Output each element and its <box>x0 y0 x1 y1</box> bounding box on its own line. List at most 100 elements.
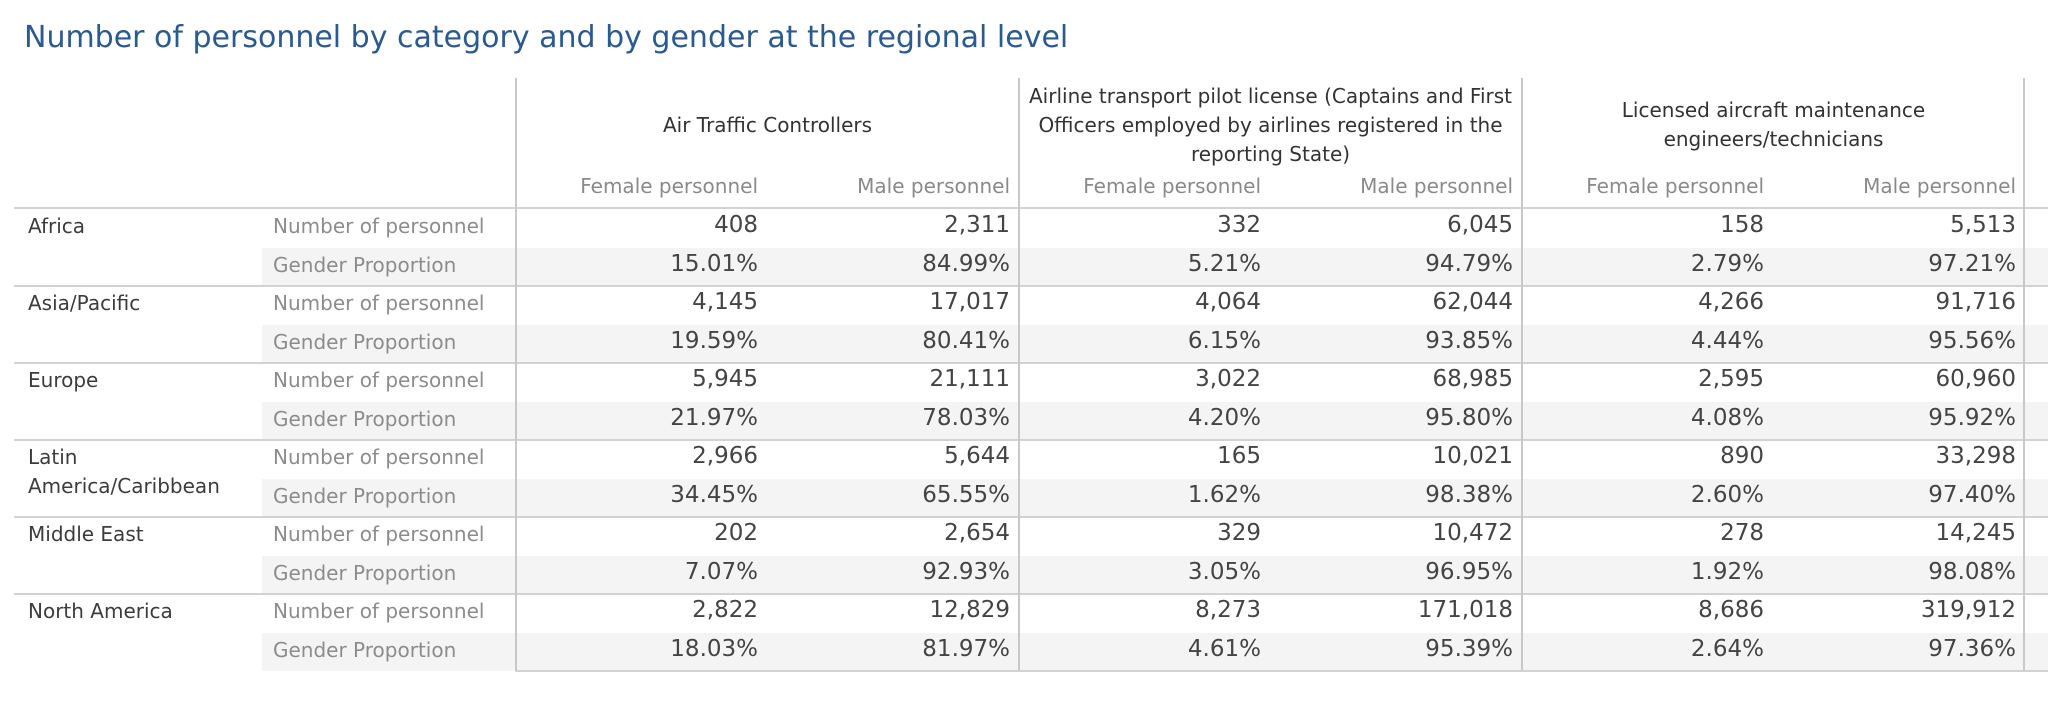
table-cell: 6,045 <box>1447 212 1513 238</box>
table-cell: 10,021 <box>1432 443 1513 469</box>
column-group-header: Licensed aircraft maintenance engineers/… <box>1621 98 1926 151</box>
row-shade <box>262 325 2048 363</box>
table-cell: 10,472 <box>1432 520 1513 546</box>
table-cell: 8,686 <box>1698 597 1764 623</box>
table-cell: 2,822 <box>692 597 758 623</box>
table-cell: 14,245 <box>1935 520 2016 546</box>
table-cell: 91,716 <box>1935 289 2016 315</box>
table-cell: 890 <box>1720 443 1764 469</box>
region-label: Middle East <box>28 522 144 546</box>
table-cell: 4.44% <box>1690 328 1764 354</box>
table-cell: 5,644 <box>944 443 1010 469</box>
table-cell: 278 <box>1720 520 1764 546</box>
table-cell: 1.92% <box>1690 559 1764 585</box>
row-shade <box>262 556 2048 594</box>
table-cell: 33,298 <box>1935 443 2016 469</box>
table-cell: 98.08% <box>1928 559 2016 585</box>
table-cell: 93.85% <box>1425 328 1513 354</box>
table-cell: 19.59% <box>670 328 758 354</box>
column-divider <box>1521 78 1523 670</box>
table-cell: 3.05% <box>1187 559 1261 585</box>
table-cell: 78.03% <box>922 405 1010 431</box>
table-cell: 94.79% <box>1425 251 1513 277</box>
region-label: Asia/Pacific <box>28 291 141 315</box>
column-group-header: Airline transport pilot license (Captain… <box>1029 83 1512 166</box>
table-cell: 3,022 <box>1195 366 1261 392</box>
table-cell: 18.03% <box>670 636 758 662</box>
region-divider <box>14 516 2048 518</box>
table-cell: 15.01% <box>670 251 758 277</box>
table-cell: 97.36% <box>1928 636 2016 662</box>
table-cell: 171,018 <box>1417 597 1513 623</box>
metric-label-proportion: Gender Proportion <box>273 484 457 508</box>
table-cell: 97.21% <box>1928 251 2016 277</box>
table-cell: 4.61% <box>1187 636 1261 662</box>
male-personnel-header: Male personnel <box>1360 174 1513 198</box>
table-cell: 65.55% <box>922 482 1010 508</box>
table-bottom-border <box>515 670 2048 672</box>
row-shade <box>262 479 2048 517</box>
table-cell: 80.41% <box>922 328 1010 354</box>
table-cell: 17,017 <box>929 289 1010 315</box>
table-cell: 4,064 <box>1195 289 1261 315</box>
table-cell: 95.92% <box>1928 405 2016 431</box>
region-label: Europe <box>28 368 99 392</box>
table-cell: 2.64% <box>1690 636 1764 662</box>
table-cell: 332 <box>1217 212 1261 238</box>
table-cell: 81.97% <box>922 636 1010 662</box>
table-cell: 329 <box>1217 520 1261 546</box>
table-cell: 68,985 <box>1432 366 1513 392</box>
metric-label-number: Number of personnel <box>273 599 485 623</box>
region-divider <box>14 362 2048 364</box>
table-cell: 95.56% <box>1928 328 2016 354</box>
table-cell: 21,111 <box>929 366 1010 392</box>
female-personnel-header: Female personnel <box>1586 174 1764 198</box>
table-cell: 92.93% <box>922 559 1010 585</box>
metric-label-number: Number of personnel <box>273 214 485 238</box>
metric-label-number: Number of personnel <box>273 445 485 469</box>
male-personnel-header: Male personnel <box>1863 174 2016 198</box>
region-divider <box>14 593 2048 595</box>
column-group-header: Air Traffic Controllers <box>662 112 873 137</box>
table-cell: 2.79% <box>1690 251 1764 277</box>
header-bottom-border <box>14 207 2048 209</box>
table-cell: 5,945 <box>692 366 758 392</box>
table-cell: 5.21% <box>1187 251 1261 277</box>
table-cell: 319,912 <box>1920 597 2016 623</box>
metric-label-proportion: Gender Proportion <box>273 407 457 431</box>
region-label: Latin America/Caribbean <box>28 445 220 498</box>
table-cell: 2,595 <box>1698 366 1764 392</box>
table-cell: 2.60% <box>1690 482 1764 508</box>
metric-label-number: Number of personnel <box>273 522 485 546</box>
table-cell: 96.95% <box>1425 559 1513 585</box>
table-cell: 6.15% <box>1187 328 1261 354</box>
row-shade <box>262 402 2048 440</box>
region-label: North America <box>28 599 173 623</box>
male-personnel-header: Male personnel <box>857 174 1010 198</box>
region-divider <box>14 285 2048 287</box>
row-shade <box>262 248 2048 286</box>
table-cell: 4.08% <box>1690 405 1764 431</box>
page-title: Number of personnel by category and by g… <box>24 20 1069 55</box>
table-cell: 4,266 <box>1698 289 1764 315</box>
table-cell: 2,966 <box>692 443 758 469</box>
region-divider <box>14 439 2048 441</box>
table-cell: 408 <box>714 212 758 238</box>
table-cell: 34.45% <box>670 482 758 508</box>
table-cell: 7.07% <box>684 559 758 585</box>
table-cell: 8,273 <box>1195 597 1261 623</box>
table-cell: 2,311 <box>944 212 1010 238</box>
column-divider <box>515 78 517 670</box>
metric-label-number: Number of personnel <box>273 368 485 392</box>
table-cell: 95.80% <box>1425 405 1513 431</box>
table-cell: 98.38% <box>1425 482 1513 508</box>
table-cell: 4,145 <box>692 289 758 315</box>
table-cell: 158 <box>1720 212 1764 238</box>
metric-label-proportion: Gender Proportion <box>273 330 457 354</box>
table-cell: 4.20% <box>1187 405 1261 431</box>
female-personnel-header: Female personnel <box>580 174 758 198</box>
table-cell: 1.62% <box>1187 482 1261 508</box>
table-cell: 60,960 <box>1935 366 2016 392</box>
table-cell: 95.39% <box>1425 636 1513 662</box>
table-cell: 21.97% <box>670 405 758 431</box>
